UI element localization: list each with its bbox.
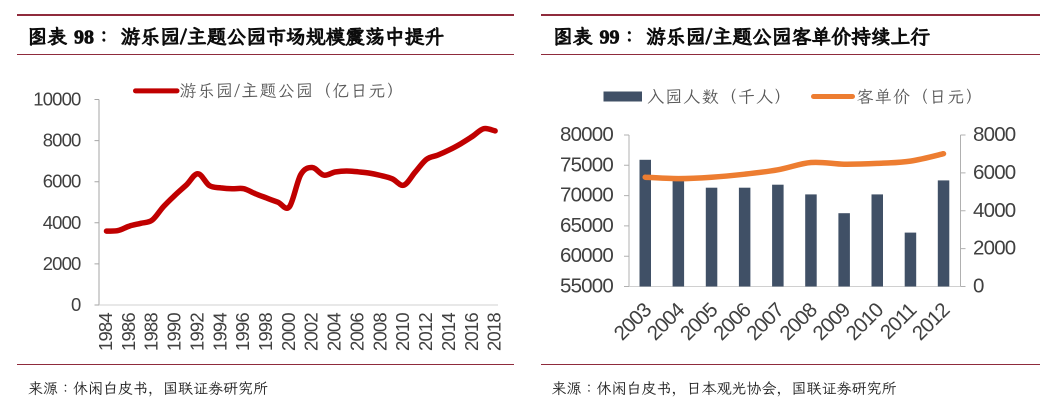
svg-text:客单价（日元）: 客单价（日元） <box>857 85 984 108</box>
svg-text:2008: 2008 <box>369 313 390 351</box>
svg-text:来源：休闲白皮书，国联证券研究所: 来源：休闲白皮书，国联证券研究所 <box>28 378 268 399</box>
svg-text:1986: 1986 <box>118 313 139 351</box>
svg-text:1984: 1984 <box>95 313 116 351</box>
svg-text:0: 0 <box>973 275 984 298</box>
svg-text:60000: 60000 <box>560 244 613 267</box>
svg-text:2018: 2018 <box>484 313 505 351</box>
svg-text:图表 99： 游乐园/主题公园客单价持续上行: 图表 99： 游乐园/主题公园客单价持续上行 <box>553 24 930 50</box>
svg-text:0: 0 <box>71 294 81 315</box>
svg-text:2000: 2000 <box>973 237 1016 260</box>
svg-text:2012: 2012 <box>908 298 955 345</box>
svg-text:1996: 1996 <box>232 313 253 351</box>
svg-text:70000: 70000 <box>560 184 613 207</box>
svg-text:1990: 1990 <box>164 313 185 351</box>
svg-text:2000: 2000 <box>43 253 81 274</box>
svg-text:10000: 10000 <box>33 89 81 110</box>
svg-text:4000: 4000 <box>43 212 81 233</box>
svg-text:80000: 80000 <box>560 123 613 146</box>
svg-text:6000: 6000 <box>43 171 81 192</box>
svg-text:75000: 75000 <box>560 153 613 176</box>
svg-text:6000: 6000 <box>973 161 1016 184</box>
svg-text:1998: 1998 <box>255 313 276 351</box>
svg-text:2014: 2014 <box>438 313 459 351</box>
svg-text:2012: 2012 <box>415 313 436 351</box>
svg-text:1994: 1994 <box>209 313 230 351</box>
svg-text:来源：休闲白皮书，日本观光协会，国联证券研究所: 来源：休闲白皮书，日本观光协会，国联证券研究所 <box>552 378 897 399</box>
svg-text:2010: 2010 <box>392 313 413 351</box>
svg-text:8000: 8000 <box>43 130 81 151</box>
svg-text:入园人数（千人）: 入园人数（千人） <box>647 85 793 108</box>
svg-text:4000: 4000 <box>973 199 1016 222</box>
svg-text:2006: 2006 <box>347 313 368 351</box>
svg-text:8000: 8000 <box>973 123 1016 146</box>
svg-text:2016: 2016 <box>461 313 482 351</box>
svg-text:游乐园/主题公园（亿日元）: 游乐园/主题公园（亿日元） <box>180 79 406 102</box>
svg-text:2002: 2002 <box>301 313 322 351</box>
svg-text:65000: 65000 <box>560 214 613 237</box>
svg-text:2004: 2004 <box>324 313 345 351</box>
svg-text:55000: 55000 <box>560 275 613 298</box>
svg-text:1988: 1988 <box>141 313 162 351</box>
svg-text:图表 98： 游乐园/主题公园市场规模震荡中提升: 图表 98： 游乐园/主题公园市场规模震荡中提升 <box>28 24 445 50</box>
svg-text:1992: 1992 <box>186 313 207 351</box>
svg-text:2000: 2000 <box>278 313 299 351</box>
